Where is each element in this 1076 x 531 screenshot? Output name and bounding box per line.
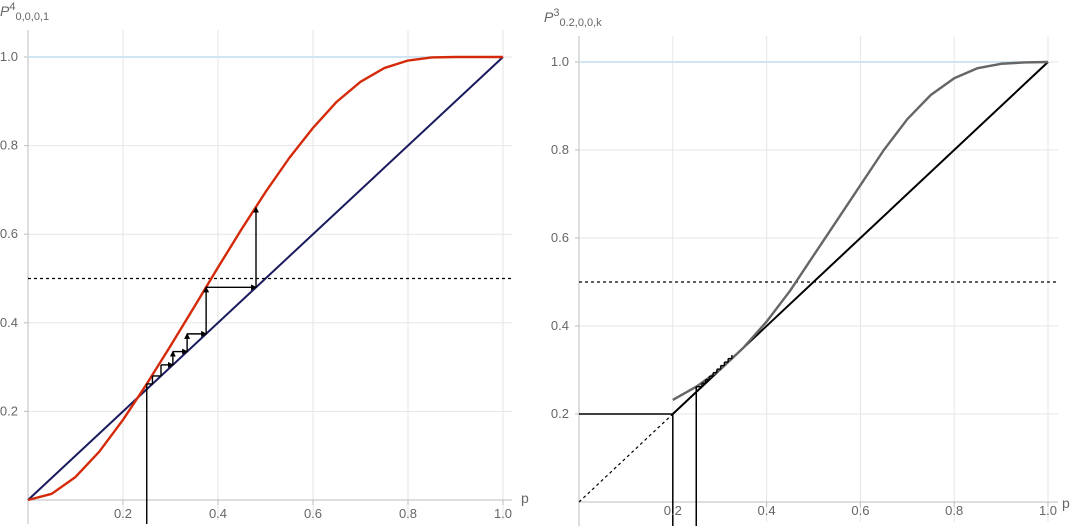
x-tick-label: 1.0 bbox=[1039, 503, 1057, 518]
y-tick-label: 0.8 bbox=[0, 138, 18, 153]
x-tick-label: 1.0 bbox=[494, 506, 512, 521]
series-layer bbox=[578, 60, 1058, 526]
tick-labels: 0.2 0.4 0.6 0.8 1.0 0.2 0.4 0.6 0.8 1.0 bbox=[0, 49, 512, 521]
axes bbox=[575, 36, 1058, 526]
diagonal-line bbox=[27, 56, 504, 501]
y-tick-label: 0.8 bbox=[551, 142, 569, 157]
y-tick-label: 0.2 bbox=[0, 403, 18, 418]
axes bbox=[24, 30, 512, 524]
y-tick-label: 0.4 bbox=[0, 315, 18, 330]
x-tick-label: 0.8 bbox=[945, 503, 963, 518]
series-layer bbox=[27, 55, 512, 524]
chart-panel-left: 0.2 0.4 0.6 0.8 1.0 0.2 0.4 0.6 0.8 1.0 P40,0,0,1… bbox=[0, 1, 529, 524]
map-curve bbox=[27, 55, 503, 502]
tick-labels: 0.2 0.4 0.6 0.8 1.0 0.2 0.4 0.6 0.8 1.0 bbox=[551, 54, 1057, 518]
x-tick-label: 0.8 bbox=[399, 506, 417, 521]
x-tick-label: 0.2 bbox=[664, 503, 682, 518]
y-tick-label: 0.2 bbox=[551, 406, 569, 421]
x-axis-label: p bbox=[521, 490, 529, 506]
y-tick-label: 1.0 bbox=[0, 49, 18, 64]
x-tick-label: 0.4 bbox=[209, 506, 227, 521]
x-axis-label: p bbox=[1062, 495, 1070, 511]
x-tick-label: 0.6 bbox=[304, 506, 322, 521]
x-tick-label: 0.2 bbox=[114, 506, 132, 521]
y-tick-label: 0.6 bbox=[551, 230, 569, 245]
grid bbox=[579, 36, 1058, 522]
chart-title: P40,0,0,1 bbox=[0, 1, 49, 23]
chart-panel-right: 0.2 0.4 0.6 0.8 1.0 0.2 0.4 0.6 0.8 1.0 P30.2,0,0… bbox=[544, 7, 1070, 526]
y-tick-label: 0.4 bbox=[551, 318, 569, 333]
y-tick-label: 0.6 bbox=[0, 226, 18, 241]
x-tick-label: 0.6 bbox=[851, 503, 869, 518]
y-tick-label: 1.0 bbox=[551, 54, 569, 69]
diagonal-line-dotted bbox=[578, 413, 674, 503]
chart-title: P30.2,0,0,k bbox=[544, 7, 602, 29]
x-tick-label: 0.4 bbox=[758, 503, 776, 518]
map-curve bbox=[672, 60, 1049, 401]
